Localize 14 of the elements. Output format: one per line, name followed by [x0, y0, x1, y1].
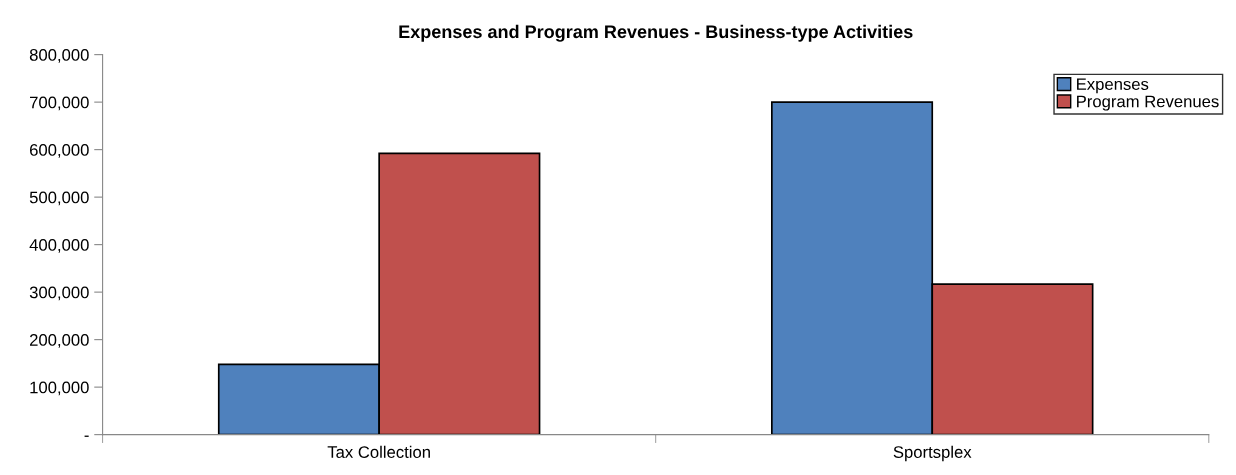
y-tick-label: 700,000: [30, 96, 89, 111]
y-tick-label: 100,000: [30, 381, 89, 396]
y-tick-label: 500,000: [29, 191, 89, 206]
chart-title: Expenses and Program Revenues - Business-type Activities: [399, 24, 913, 42]
legend-label: Program Revenues: [1077, 95, 1219, 111]
y-tick-label: 200,000: [29, 334, 89, 348]
y-tick-label: 600,000: [30, 144, 89, 158]
y-tick-label: -: [84, 435, 89, 437]
y-tick-label: 400,000: [29, 239, 89, 253]
legend-label: Expenses: [1077, 78, 1149, 94]
x-tick-label: Sportsplex: [893, 445, 972, 462]
y-tick-label: 800,000: [29, 49, 89, 63]
y-tick-label: 300,000: [29, 286, 89, 301]
x-tick-label: Tax Collection: [327, 445, 430, 458]
